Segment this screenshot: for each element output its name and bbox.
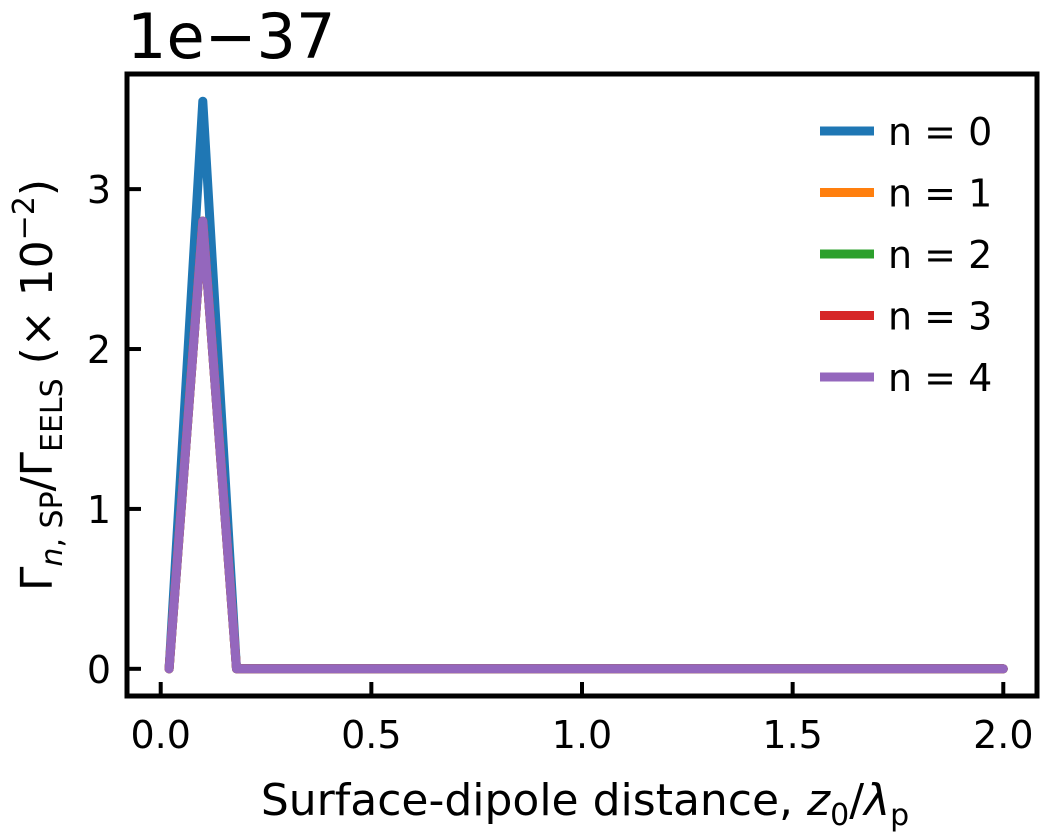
y-tick-label: 0 [87,648,111,692]
series-4-point [940,665,948,673]
axis-ticks: 0.0 0.5 1.0 1.5 2.0 0 1 2 3 [87,168,1034,757]
legend-label-3: n = 3 [888,295,992,339]
y-axis-label-gamma2: Γ [12,452,63,477]
y-tick-label: 1 [87,488,111,532]
x-axis-label-main: Surface-dipole distance, [261,775,807,826]
series-4-point [401,665,409,673]
series-4-point [738,665,746,673]
plot-lines [164,96,1008,674]
series-4-point [806,665,813,673]
series-4-point [999,665,1007,673]
legend-label-0: n = 0 [888,110,992,154]
x-axis-label-slash: / [849,775,864,826]
legend-label-4: n = 4 [888,356,992,400]
x-axis-label-var-sub: 0 [830,798,849,833]
scale-label: 1e−37 [127,0,335,73]
series-line-0 [164,96,1008,674]
y-axis-label: Γn, SP/ΓEELS (× 10−2) [7,179,70,591]
series-4-point [907,665,915,673]
series-line-4 [164,216,1008,674]
series-4-point [873,665,881,673]
series-4-point [974,665,982,673]
y-axis-label-sub1-rest: , SP [35,491,70,547]
y-axis-label-factor: (× 10 [12,240,63,378]
series-4-point [199,217,207,225]
x-tick-label: 1.5 [762,713,822,757]
y-axis-label-sub1-italic: n [35,548,70,567]
legend: n = 0 n = 1 n = 2 n = 3 n = 4 [820,110,992,400]
x-tick-label: 0.0 [130,713,190,757]
series-4-point [435,665,443,673]
x-axis-label-lambda: λ [862,775,890,826]
series-4-point [266,665,274,673]
x-axis-label-lambda-sub: p [890,798,909,833]
y-axis-label-exp: −2 [7,196,42,240]
series-4-point [637,665,645,673]
series-4-point [570,665,578,673]
series-4-point [233,665,240,673]
y-axis-label-sub2: EELS [35,378,70,452]
series-4-point [671,665,679,673]
x-axis-label: Surface-dipole distance, z0/λp [261,775,909,833]
x-axis-label-var: z [806,775,831,826]
x-tick-label: 2.0 [973,713,1033,757]
series-4-point [367,665,375,673]
series-4-point [502,665,510,673]
series-4-point [469,665,476,673]
series-4-point [839,665,847,673]
y-tick-label: 3 [87,168,111,212]
series-4-point [603,665,611,673]
series-4-point [165,665,173,673]
legend-label-1: n = 1 [888,172,992,216]
series-4-point [300,665,308,673]
y-axis-label-slash: / [12,476,63,491]
series-4-point [536,665,544,673]
x-tick-label: 0.5 [341,713,401,757]
series-4-point [334,665,342,673]
legend-label-2: n = 2 [888,233,992,277]
y-axis-label-gamma1: Γ [12,566,63,591]
series-0-point [199,97,207,105]
series-line-3 [164,216,1008,674]
series-4-point [704,665,712,673]
series-4-point [772,665,780,673]
series-line-2 [164,216,1008,674]
series-line-1 [164,216,1008,674]
y-axis-label-close: ) [12,179,63,196]
y-tick-label: 2 [87,328,111,372]
x-tick-label: 1.0 [552,713,612,757]
